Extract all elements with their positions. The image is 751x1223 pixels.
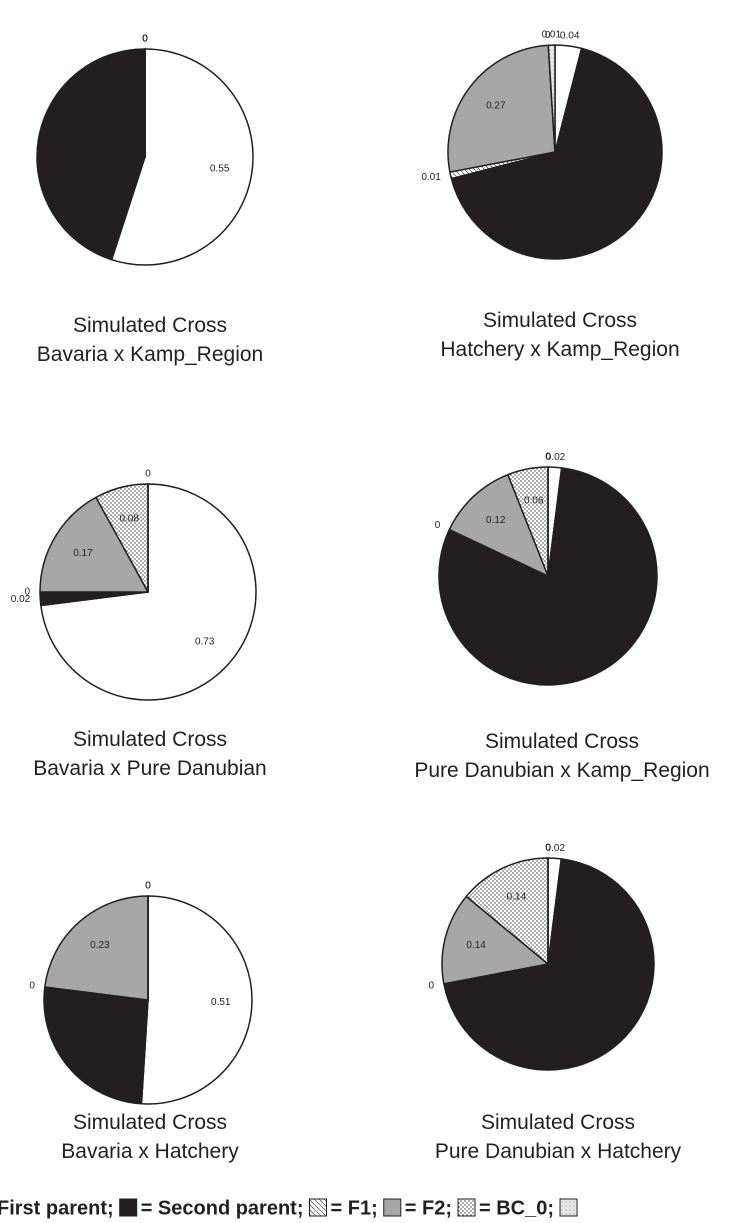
pie-slice	[448, 473, 549, 577]
pie-slice	[447, 44, 556, 173]
data-label: 0.12	[486, 515, 506, 526]
legend-label: = F2;	[405, 1197, 452, 1219]
data-label: 0.55	[210, 163, 230, 174]
chart-subtitle: Bavaria x Pure Danubian	[33, 757, 266, 780]
chart-title: Simulated Cross	[73, 728, 227, 751]
chart-title: Simulated Cross	[73, 1111, 227, 1134]
data-label: 0.02	[546, 452, 566, 463]
pie-slice	[443, 858, 655, 1071]
data-label: 0	[24, 587, 30, 598]
data-label: 0.08	[119, 513, 139, 524]
pie-slice	[450, 47, 663, 260]
data-label: 0	[145, 881, 151, 892]
chart-title: Simulated Cross	[481, 1111, 635, 1134]
pie-slice	[110, 48, 254, 266]
data-label: 0.04	[560, 31, 580, 42]
data-label: 0	[142, 34, 148, 45]
legend-label: First parent;	[0, 1197, 114, 1219]
pie-slice	[441, 895, 549, 985]
chart-title: Simulated Cross	[483, 309, 637, 332]
data-label: 0	[142, 34, 148, 45]
legend-swatch	[559, 1198, 578, 1217]
data-label: 0.14	[507, 892, 527, 903]
legend-swatch	[457, 1198, 476, 1217]
pie-slice	[140, 895, 253, 1105]
legend-swatch	[309, 1198, 327, 1217]
legend-label: = Second parent;	[141, 1197, 304, 1219]
data-label: 0.17	[73, 548, 93, 559]
data-label: 0.14	[466, 940, 486, 951]
chart-subtitle: Bavaria x Hatchery	[61, 1140, 239, 1163]
data-label: 0	[142, 34, 148, 45]
data-label: 0	[145, 469, 151, 480]
legend-label: = F1;	[331, 1197, 378, 1219]
data-label: 0	[545, 452, 551, 463]
data-label: 0	[29, 980, 35, 991]
data-label: 0.73	[195, 637, 215, 648]
data-label: 0.01	[421, 172, 441, 183]
chart-subtitle: Pure Danubian x Hatchery	[435, 1140, 682, 1163]
chart-subtitle: Bavaria x Kamp_Region	[37, 343, 263, 366]
legend-swatch	[119, 1198, 138, 1217]
chart-subtitle: Pure Danubian x Kamp_Region	[414, 759, 709, 782]
data-label: 0.02	[11, 594, 31, 605]
pie-slice	[36, 48, 146, 261]
legend-swatch	[383, 1198, 402, 1217]
data-label: 0.01	[542, 30, 562, 41]
data-label: 0.51	[211, 997, 231, 1008]
pie-slice	[43, 986, 149, 1105]
data-label: 0	[142, 34, 148, 45]
data-label: 0.02	[546, 843, 566, 854]
data-label: 0.06	[524, 496, 544, 507]
pie-slice	[547, 44, 556, 153]
legend-label: = BC_0;	[479, 1197, 554, 1219]
data-label: 0.23	[90, 940, 110, 951]
data-label: 0	[145, 881, 151, 892]
pie-slice	[39, 496, 149, 593]
pie-slice	[465, 857, 549, 965]
data-label: 0	[428, 980, 434, 991]
pie-slice	[44, 895, 149, 1001]
data-label: 0	[545, 30, 551, 41]
data-label: 0.27	[486, 101, 506, 112]
chart-title: Simulated Cross	[485, 730, 639, 753]
data-label: 0	[545, 843, 551, 854]
chart-title: Simulated Cross	[73, 314, 227, 337]
chart-subtitle: Hatchery x Kamp_Region	[440, 338, 679, 361]
data-label: 0	[435, 520, 441, 531]
